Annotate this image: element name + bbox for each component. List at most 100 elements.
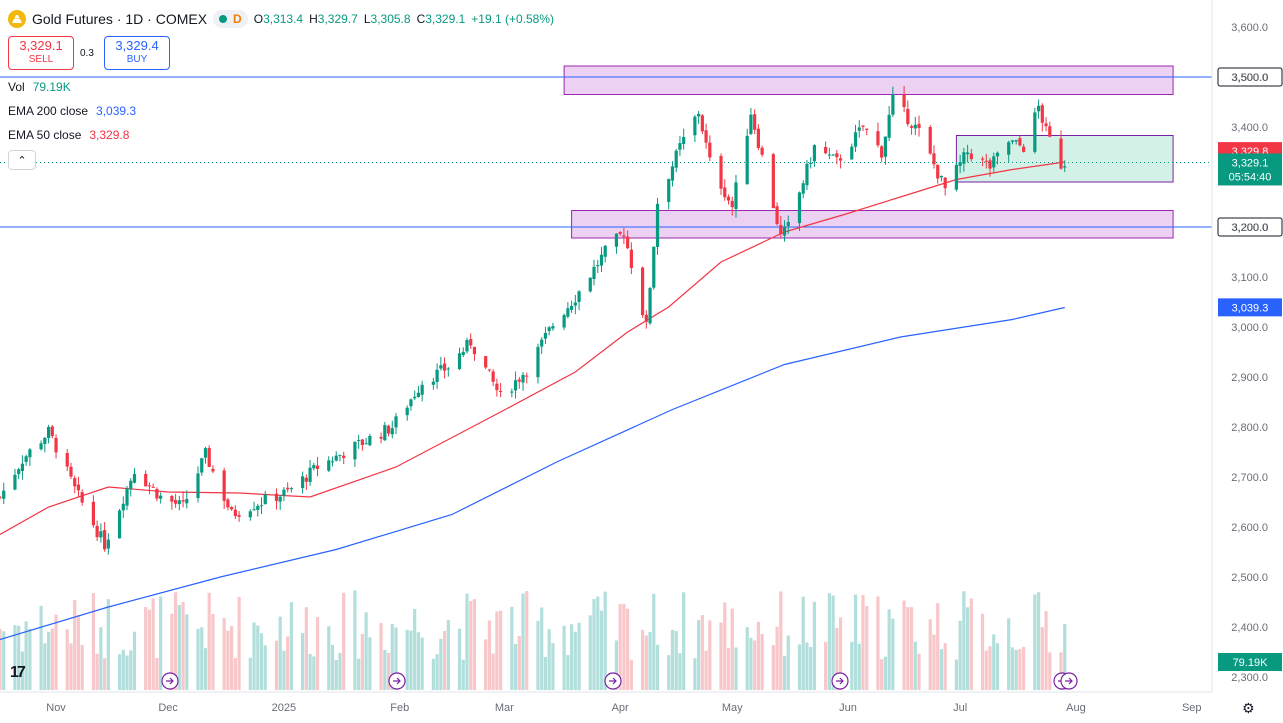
candle-body [626,236,630,249]
legend-volume[interactable]: Vol 79.19K [8,80,71,94]
legend-ema50[interactable]: EMA 50 close 3,329.8 [8,128,129,142]
volume-bar [652,593,656,690]
open-label: O [253,12,264,26]
candle-body [988,160,992,169]
buy-button[interactable]: 3,329.4 BUY [104,36,170,70]
candle-body [693,116,697,136]
market-status-pill[interactable]: D [213,10,248,28]
volume-bar [909,607,914,690]
candle-body [263,494,267,505]
candle-body [827,154,831,156]
volume-bar [103,658,107,690]
volume-tag [1218,653,1282,671]
candle-body [962,152,966,164]
time-tick-label: Jun [839,702,857,714]
volume-bar [487,620,492,690]
support-resistance-zones[interactable] [563,65,1174,239]
change-value: +19.1 (+0.58%) [471,12,555,26]
volume-bar [932,634,936,690]
event-marker-icon[interactable] [831,672,849,690]
candle-body [730,200,734,208]
chevron-up-icon: ⌃ [17,154,27,167]
candle-body [76,484,81,491]
symbol-title[interactable]: Gold Futures · 1D · COMEX [32,11,208,27]
price-tick-label: 3,600.0 [1231,22,1268,34]
candle-body [1063,166,1067,168]
volume-bar [364,612,368,690]
resistance-support-zone[interactable] [563,65,1174,95]
volume-bar [465,593,469,690]
candle-body [1048,126,1052,137]
volume-bar [682,592,686,690]
candle-body [958,162,962,166]
candle-body [226,499,230,508]
candle-body [1036,105,1041,112]
volume-bar [577,622,581,690]
volume-bar [629,659,633,690]
candle-body [678,143,682,150]
candle-body [132,473,137,483]
volume-bar [99,627,103,690]
price-axis[interactable]: 3,600.03,500.03,400.03,300.03,200.03,100… [0,0,1282,693]
volume-bar [513,643,518,690]
last-price-tag-label: 3,329.1 [1232,157,1269,169]
volume-bar [65,629,69,690]
candle-body [125,488,129,506]
consolidation-zone[interactable] [955,135,1174,183]
candle-body [435,369,439,382]
candle-body [413,396,417,399]
volume-bar [902,600,906,690]
event-marker-icon[interactable] [388,672,406,690]
candle-body [954,165,958,190]
legend-ema50-value: 3,329.8 [89,128,130,142]
candle-body [917,123,921,128]
volume-bar [117,654,122,690]
volume-bar [592,598,596,690]
candle-body [1014,140,1018,142]
candle-body [562,315,566,328]
legend-ema200[interactable]: EMA 200 close 3,039.3 [8,104,136,118]
volume-bar [753,640,757,690]
time-tick-label: Sep [1182,702,1202,714]
legend-ema50-label: EMA 50 close [8,128,82,142]
horizontal-price-lines[interactable]: 3,500.0 3,200.0 [0,67,1283,237]
volume-bar [121,649,125,690]
volume-bar [263,645,267,690]
sell-button[interactable]: 3,329.1 SELL [8,36,74,70]
candle-body [969,153,973,160]
event-marker-icon[interactable] [161,672,179,690]
volume-bar [248,657,252,690]
candle-body [312,465,316,469]
candle-body [499,390,503,392]
candle-body [824,147,828,154]
volume-bar [368,637,372,690]
close-value: 3,329.1 [425,12,466,26]
volume-bar [301,633,305,690]
volume-bar [91,593,95,690]
tradingview-logo[interactable]: 17 [10,664,26,681]
volume-bar [1022,646,1026,690]
candle-body [861,125,865,127]
resistance-support-zone[interactable] [571,210,1174,239]
time-axis[interactable]: Nov Dec 2025 Feb Mar Apr May Jun Jul Aug Sep [46,702,1201,714]
candle-body [734,182,738,210]
gear-icon[interactable]: ⚙ [1242,700,1255,716]
indicator-price-tag-label: 3,039.3 [1232,302,1269,314]
candle-body [390,428,394,435]
volume-bar [596,596,600,690]
candle-body [203,448,208,458]
event-marker-icon[interactable] [604,672,622,690]
symbol-header: Gold Futures · 1D · COMEX D O3,313.4 H3,… [8,8,554,30]
event-markers[interactable] [161,672,1078,690]
candle-body [704,130,708,143]
volume-bar [887,609,891,690]
horizontal-line-tag [1217,67,1283,87]
volume-bar [439,638,443,690]
candle-body [491,371,495,382]
candle-body [308,467,312,482]
event-marker-icon[interactable] [1060,672,1078,690]
ema200-line [0,306,1065,641]
volume-bar [1040,627,1044,690]
collapse-legend-button[interactable]: ⌃ [8,150,36,170]
